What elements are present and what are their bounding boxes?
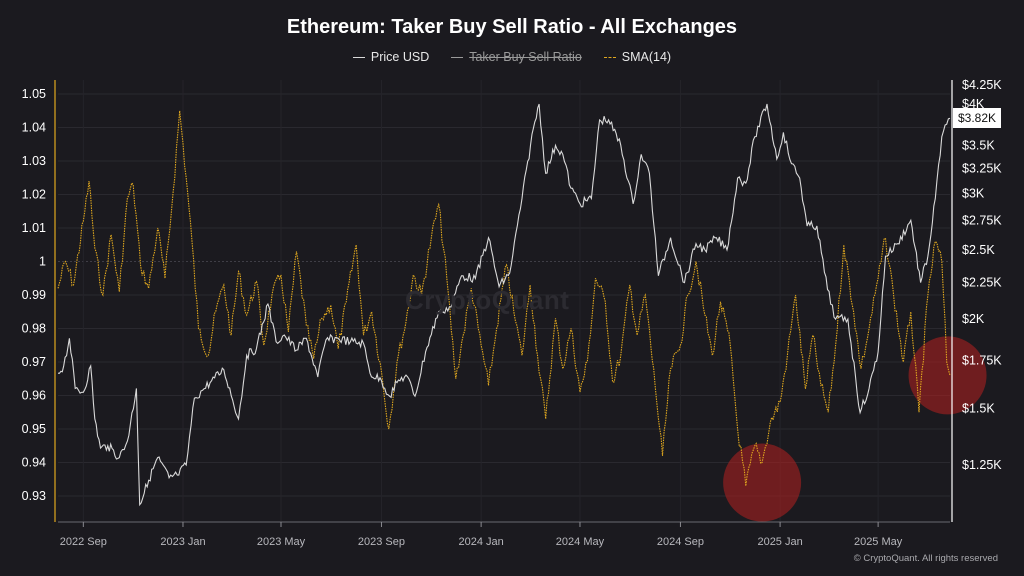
left-tick-label: 1.02 [22,188,46,202]
highlight-circle [908,336,987,415]
current-price-label: $3.82K [953,108,1001,128]
right-tick-label: $4K [962,97,985,111]
left-tick-label: 1 [39,255,46,269]
grid-lines [58,80,950,522]
left-tick-label: 0.98 [22,321,46,335]
legend-item-sma[interactable]: SMA(14) [603,50,672,64]
legend-swatch-sma [603,56,616,58]
sma-series [57,110,951,486]
right-tick-label: $2.5K [962,243,995,257]
x-tick-label: 2023 Jan [160,536,205,548]
x-axis-ticks: 2022 Sep 2023 Jan 2023 May 2023 Sep 2024 Jan… [60,522,903,548]
right-tick-label: $3K [962,186,985,200]
left-tick-label: 0.97 [22,355,46,369]
price-series [57,103,951,507]
x-tick-label: 2024 Sep [657,536,704,548]
left-axis-ticks: 1.05 1.04 1.03 1.02 1.01 1 0.99 0.98 0.97 0.96 0.9… [22,87,46,503]
left-tick-label: 0.93 [22,489,46,503]
highlight-circle [723,443,802,522]
x-tick-label: 2025 Jan [757,536,802,548]
right-tick-label: $3.25K [962,161,1002,175]
sma-line [57,110,951,486]
right-tick-label: $3.5K [962,138,995,152]
legend-label-sma: SMA(14) [621,50,672,64]
left-tick-label: 0.96 [22,388,46,402]
right-tick-label: $4.25K [962,78,1002,92]
right-tick-label: $1.75K [962,354,1002,368]
legend-label-price: Price USD [370,50,430,64]
left-tick-label: 0.94 [22,455,46,469]
left-tick-label: 1.03 [22,154,46,168]
right-axis-ticks: $4.25K $4K $3.5K $3.25K $3K $2.75K $2.5K $2.25K… [962,78,1002,472]
left-tick-label: 0.99 [22,288,46,302]
right-tick-label: $2.75K [962,213,1002,227]
right-tick-label: $2.25K [962,276,1002,290]
chart-title: Ethereum: Taker Buy Sell Ratio - All Exc… [286,16,738,38]
x-tick-label: 2025 May [854,536,903,548]
x-tick-label: 2023 Sep [358,536,405,548]
x-tick-label: 2024 Jan [458,536,503,548]
right-tick-label: $1.25K [962,458,1002,472]
right-tick-label: $1.5K [962,401,995,415]
legend-swatch-price [352,56,365,58]
legend-item-taker-ratio[interactable]: Taker Buy Sell Ratio [451,50,582,64]
left-tick-label: 1.04 [22,121,46,135]
axes [54,80,953,523]
watermark: CryptoQuant [405,285,570,315]
legend-item-price[interactable]: Price USD [352,50,430,64]
legend-label-taker-ratio: Taker Buy Sell Ratio [469,50,582,64]
legend-swatch-taker-ratio [451,56,464,58]
left-tick-label: 0.95 [22,422,46,436]
copyright-credit: © CryptoQuant. All rights reserved [853,553,998,564]
x-tick-label: 2024 May [556,536,605,548]
left-tick-label: 1.05 [22,87,46,101]
legend: Price USD Taker Buy Sell Ratio SMA(14) [0,50,1024,64]
right-tick-label: $2K [962,312,985,326]
x-tick-label: 2022 Sep [60,536,107,548]
price-line [57,103,951,507]
x-tick-label: 2023 May [257,536,306,548]
highlight-circles [723,336,987,522]
left-tick-label: 1.01 [22,221,46,235]
